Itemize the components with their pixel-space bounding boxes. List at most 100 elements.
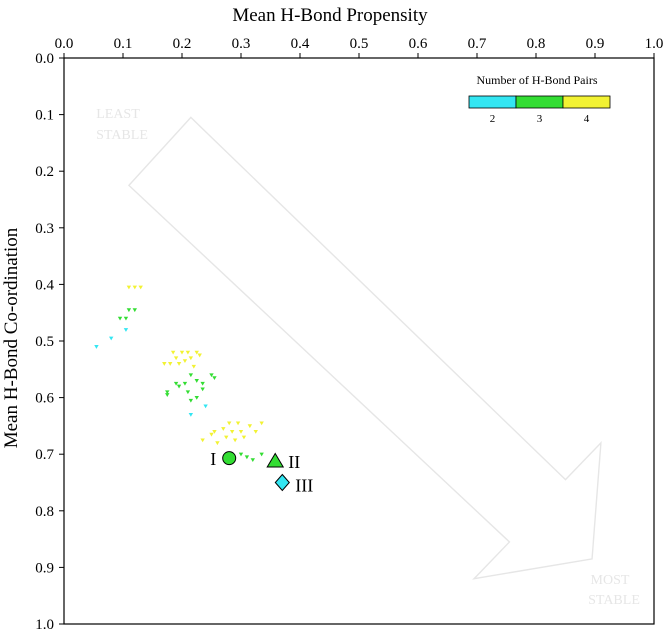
data-point-4 xyxy=(182,359,188,364)
highlight-label-III: III xyxy=(295,476,313,496)
highlight-marker-I xyxy=(222,451,237,466)
data-point-3 xyxy=(259,452,264,457)
data-point-3 xyxy=(132,308,137,313)
data-point-4 xyxy=(170,350,176,355)
data-point-4 xyxy=(138,285,143,290)
y-tick-label: 0.1 xyxy=(35,108,54,124)
x-tick-label: 0.8 xyxy=(527,36,546,52)
y-axis-title: Mean H-Bond Co-ordination xyxy=(1,227,22,448)
legend-swatch-2 xyxy=(468,95,517,109)
data-point-3 xyxy=(185,390,191,395)
data-point-4 xyxy=(173,356,179,361)
y-tick-label: 0.0 xyxy=(35,51,54,67)
data-point-4 xyxy=(188,356,194,361)
data-point-4 xyxy=(253,429,258,434)
data-point-4 xyxy=(194,350,199,355)
data-point-3 xyxy=(238,452,244,457)
data-point-4 xyxy=(126,285,132,290)
data-point-4 xyxy=(221,427,226,431)
x-tick-label: 0.7 xyxy=(468,36,487,52)
data-point-3 xyxy=(212,376,217,380)
data-point-2 xyxy=(94,345,99,349)
data-points xyxy=(94,285,264,463)
highlight-marker-II xyxy=(266,452,285,468)
x-tick-label: 0.4 xyxy=(291,36,310,52)
y-tick-label: 0.8 xyxy=(35,504,54,520)
stability-arrow-outline xyxy=(127,116,602,580)
data-point-4 xyxy=(209,432,214,437)
highlight-label-II: II xyxy=(288,452,300,472)
data-point-3 xyxy=(200,387,205,392)
data-point-2 xyxy=(188,412,194,417)
data-point-3 xyxy=(244,455,250,460)
x-tick-label: 0.5 xyxy=(350,36,369,52)
data-point-4 xyxy=(238,429,244,434)
data-point-3 xyxy=(182,381,188,386)
data-point-4 xyxy=(212,429,217,434)
data-point-4 xyxy=(259,421,264,426)
data-point-3 xyxy=(188,398,194,403)
y-tick-label: 0.3 xyxy=(35,221,54,237)
x-tick-label: 0.2 xyxy=(173,36,192,52)
data-point-4 xyxy=(176,362,182,366)
data-point-3 xyxy=(165,390,170,395)
legend-label-2: 2 xyxy=(490,113,496,125)
y-tick-label: 0.7 xyxy=(35,447,54,463)
x-tick-label: 0.0 xyxy=(55,36,74,52)
data-point-4 xyxy=(191,364,196,369)
data-point-3 xyxy=(176,384,182,389)
data-point-4 xyxy=(215,441,220,446)
data-point-2 xyxy=(109,336,114,341)
data-point-3 xyxy=(194,379,199,383)
y-axis-ticks: 0.0 0.1 0.2 0.3 0.4 0.5 0.6 0.7 0.8 0.9 1.0 xyxy=(35,51,64,633)
data-point-4 xyxy=(162,362,167,366)
data-point-4 xyxy=(132,285,137,290)
x-axis-ticks: 0.0 0.1 0.2 0.3 0.4 0.5 0.6 0.7 0.8 0.9 1.0 xyxy=(55,36,663,58)
legend: Number of H-Bond Pairs 2 3 4 xyxy=(468,73,611,125)
data-point-3 xyxy=(123,316,129,321)
stability-annotations: LEAST STABLE MOST STABLE xyxy=(96,107,640,608)
data-point-3 xyxy=(209,373,214,378)
x-tick-label: 0.1 xyxy=(114,36,133,52)
data-point-4 xyxy=(200,438,205,443)
data-point-4 xyxy=(229,429,235,434)
legend-title: Number of H-Bond Pairs xyxy=(477,73,598,87)
x-tick-label: 0.3 xyxy=(232,36,251,52)
y-tick-label: 1.0 xyxy=(35,617,54,633)
y-tick-label: 0.2 xyxy=(35,164,54,180)
x-axis-title: Mean H-Bond Propensity xyxy=(232,5,428,26)
x-tick-label: 0.9 xyxy=(586,36,605,52)
data-point-3 xyxy=(194,396,199,400)
data-point-2 xyxy=(123,328,129,332)
data-point-4 xyxy=(224,435,229,440)
x-tick-label: 0.6 xyxy=(409,36,428,52)
data-point-2 xyxy=(203,404,208,409)
y-tick-label: 0.6 xyxy=(35,391,54,407)
legend-swatch-4 xyxy=(562,95,611,109)
highlight-marker-III xyxy=(274,473,290,492)
least-stable-line-2: STABLE xyxy=(96,128,148,143)
highlight-label-I: I xyxy=(210,449,216,469)
data-point-3 xyxy=(126,308,132,313)
y-tick-label: 0.9 xyxy=(35,560,54,576)
data-point-4 xyxy=(185,350,191,355)
data-point-3 xyxy=(250,458,255,463)
most-stable-line-2: STABLE xyxy=(588,593,640,608)
stability-arrow-group xyxy=(127,116,602,580)
data-point-3 xyxy=(165,393,170,397)
data-point-4 xyxy=(227,421,232,426)
legend-entries: 2 3 4 xyxy=(468,95,611,125)
data-point-3 xyxy=(200,381,205,386)
data-point-4 xyxy=(241,435,247,440)
y-tick-label: 0.5 xyxy=(35,334,54,350)
most-stable-line-1: MOST xyxy=(591,573,630,588)
data-point-4 xyxy=(235,421,241,426)
legend-label-4: 4 xyxy=(584,113,590,125)
data-point-4 xyxy=(247,424,253,429)
data-point-3 xyxy=(188,373,194,378)
least-stable-line-1: LEAST xyxy=(96,107,140,122)
data-point-4 xyxy=(197,353,202,358)
data-point-4 xyxy=(232,438,238,443)
